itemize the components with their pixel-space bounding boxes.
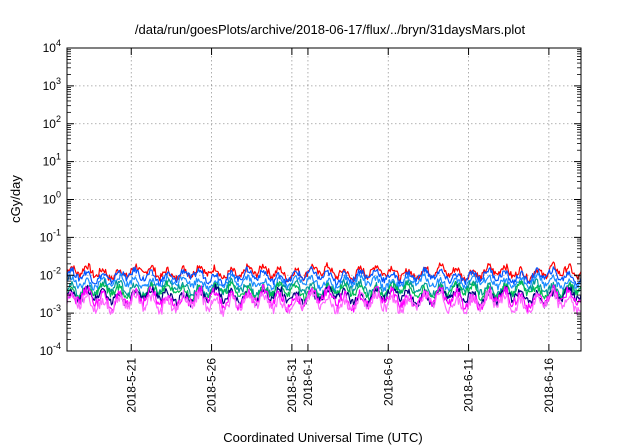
series-line [66,272,582,292]
series-group [66,261,582,318]
y-tick-label: 10-3 [40,303,61,320]
y-tick-base: 10 [40,230,54,244]
y-tick-label: 10-1 [40,227,61,244]
y-tick-base: 10 [43,193,57,207]
y-tick-exponent: 1 [56,152,61,162]
x-tick-label: 2018-5-31 [285,358,299,413]
series-line [66,284,582,313]
y-axis-label: cGy/day [8,175,23,223]
x-tick-label: 2018-6-1 [301,358,315,406]
y-tick-base: 10 [40,344,54,358]
y-tick-base: 10 [40,268,54,282]
y-tick-exponent: -2 [53,265,61,275]
x-tick-label: 2018-6-11 [462,358,476,412]
y-tick-exponent: -3 [53,303,61,313]
y-tick-base: 10 [43,117,57,131]
x-tick-label: 2018-5-21 [124,358,138,413]
x-tick-label: 2018-6-16 [542,358,556,413]
y-tick-exponent: 0 [56,190,61,200]
y-tick-base: 10 [40,306,54,320]
y-tick-label: 10-4 [40,341,61,358]
y-tick-exponent: 2 [56,114,61,124]
grid [67,48,581,351]
series-line [66,261,582,284]
y-tick-base: 10 [43,41,57,55]
x-tick-label: 2018-6-6 [381,358,395,406]
y-tick-label: 10-2 [40,265,61,282]
y-tick-exponent: 3 [56,76,61,86]
y-tick-label: 104 [43,38,61,55]
x-tick-label: 2018-5-26 [205,358,219,413]
y-tick-base: 10 [43,155,57,169]
y-tick-exponent: -1 [53,227,61,237]
y-tick-label: 103 [43,76,61,93]
x-axis-label: Coordinated Universal Time (UTC) [223,430,422,445]
chart-title: /data/run/goesPlots/archive/2018-06-17/f… [135,22,526,37]
x-axis: 2018-5-21 2018-5-26 2018-5-31 2018-6-1 2018-… [124,48,556,413]
y-tick-label: 100 [43,190,61,207]
series-line [66,287,582,318]
y-tick-base: 10 [43,79,57,93]
y-tick-exponent: 4 [56,38,61,48]
y-tick-exponent: -4 [53,341,61,351]
y-tick-label: 101 [43,152,61,169]
series-line [66,266,582,287]
y-tick-label: 102 [43,114,61,131]
